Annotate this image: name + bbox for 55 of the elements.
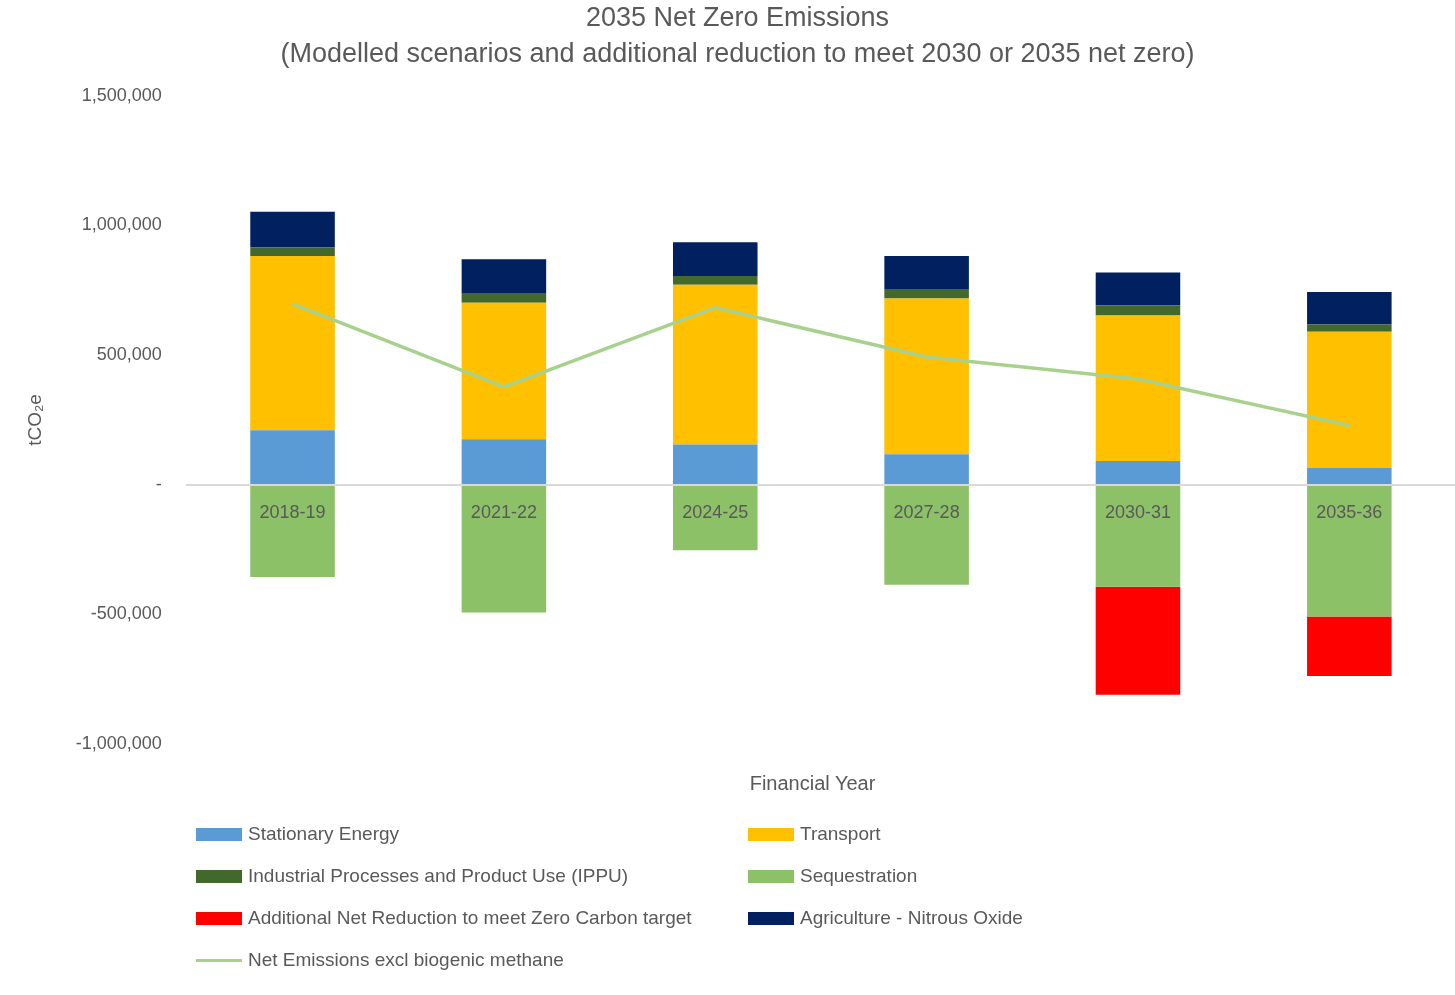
bar [1307, 331, 1392, 468]
bar [1095, 484, 1181, 587]
y-tick-label: - [155, 473, 162, 494]
bar [1307, 291, 1392, 325]
legend-label: Net Emissions excl biogenic methane [248, 949, 564, 971]
y-tick-label: 500,000 [96, 344, 162, 365]
y-axis-title: tCO₂e [23, 394, 45, 446]
x-tick-label: 2018-19 [259, 501, 326, 522]
y-tick-label: 1,000,000 [81, 214, 162, 235]
x-axis-title: Financial Year [748, 772, 877, 795]
bar [1095, 460, 1181, 485]
bar [250, 211, 335, 248]
bar [672, 444, 758, 485]
bar [1095, 272, 1181, 306]
bar [461, 259, 547, 294]
bar [461, 484, 547, 613]
bar [1095, 315, 1181, 461]
bar [1307, 467, 1392, 485]
y-tick-label: -500,000 [90, 603, 162, 624]
bar [884, 289, 969, 299]
legend-label: Additional Net Reduction to meet Zero Carbon target [248, 907, 692, 929]
chart-subtitle: (Modelled scenarios and additional reduction to meet 2030 or 2035 net zero) [280, 38, 1195, 69]
bar [884, 454, 969, 485]
y-tick-label: -1,000,000 [75, 733, 162, 754]
x-tick-label: 2024-25 [682, 501, 749, 522]
bar [1307, 484, 1392, 617]
bar [250, 430, 335, 485]
bar [884, 484, 969, 585]
bar [672, 284, 758, 445]
bar [1307, 616, 1392, 676]
bar [250, 484, 335, 577]
bar [1095, 305, 1181, 316]
legend-label: Industrial Processes and Product Use (IPPU) [248, 865, 629, 887]
bar [461, 302, 547, 440]
x-tick-label: 2035-36 [1316, 501, 1383, 522]
bar [461, 293, 547, 303]
bar [884, 256, 969, 290]
bar [884, 298, 969, 455]
legend-label: Stationary Energy [248, 823, 400, 845]
x-tick-label: 2030-31 [1104, 501, 1171, 522]
y-tick-label: 1,500,000 [81, 84, 162, 105]
legend-label: Transport [800, 823, 881, 845]
bar [1307, 324, 1392, 332]
x-tick-label: 2027-28 [893, 501, 960, 522]
bar [672, 484, 758, 551]
bar [250, 247, 335, 257]
bar [1095, 586, 1181, 695]
bar [672, 242, 758, 277]
legend-label: Agriculture - Nitrous Oxide [800, 907, 1023, 929]
bar [250, 256, 335, 431]
bar [461, 439, 547, 485]
legend-label: Sequestration [800, 865, 918, 887]
x-tick-label: 2021-22 [470, 501, 537, 522]
chart-title: 2035 Net Zero Emissions [585, 1, 890, 32]
bar [672, 276, 758, 285]
